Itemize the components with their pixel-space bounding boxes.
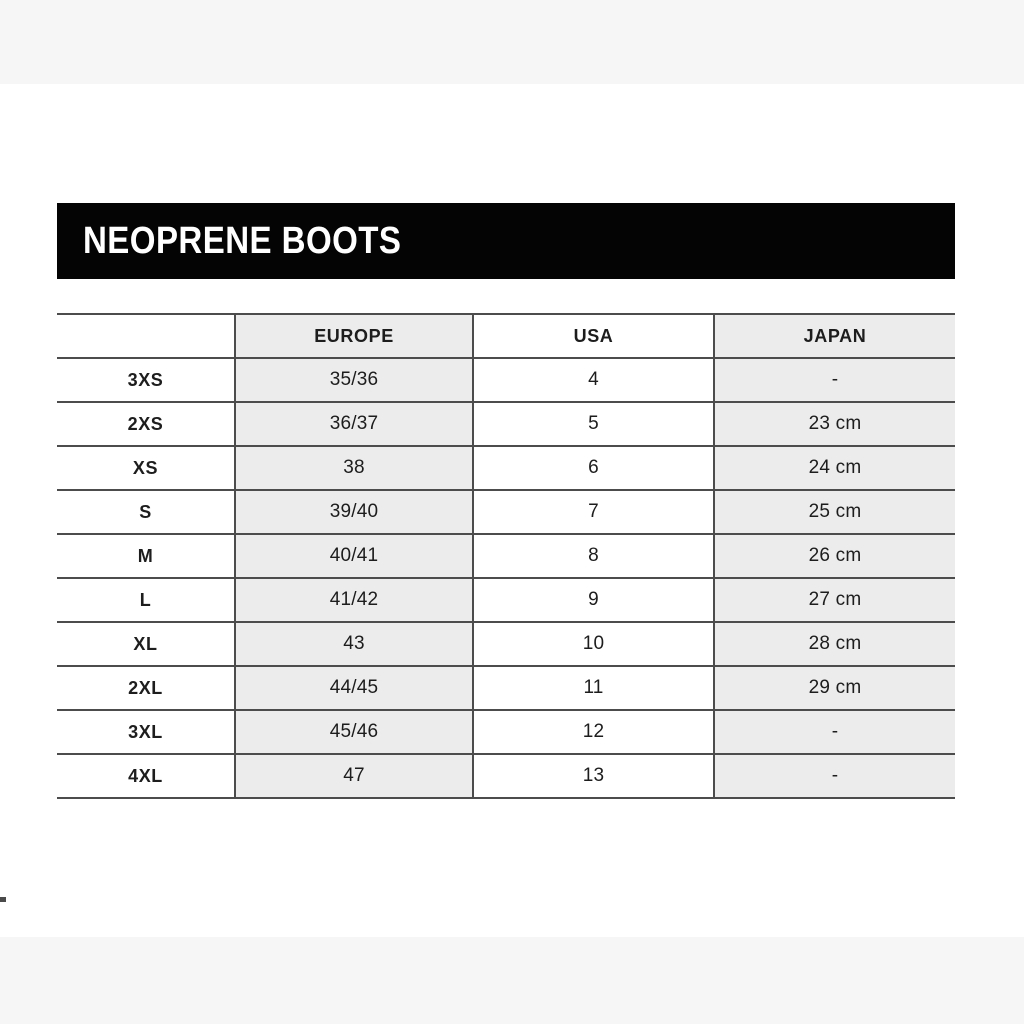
table-row: XL 43 10 28 cm	[57, 621, 955, 666]
japan-value: -	[713, 357, 955, 402]
stray-mark	[0, 897, 6, 902]
page-title: NEOPRENE BOOTS	[83, 219, 402, 262]
japan-value: 27 cm	[713, 577, 955, 622]
table-header-row: EUROPE USA JAPAN	[57, 313, 955, 358]
japan-value: 28 cm	[713, 621, 955, 666]
size-label: L	[57, 577, 235, 622]
japan-value: -	[713, 709, 955, 754]
europe-value: 40/41	[234, 533, 473, 578]
europe-value: 44/45	[234, 665, 473, 710]
usa-value: 5	[472, 401, 714, 446]
europe-value: 43	[234, 621, 473, 666]
usa-value: 4	[472, 357, 714, 402]
usa-value: 7	[472, 489, 714, 534]
japan-value: -	[713, 753, 955, 799]
europe-value: 39/40	[234, 489, 473, 534]
usa-value: 8	[472, 533, 714, 578]
europe-value: 36/37	[234, 401, 473, 446]
size-label: M	[57, 533, 235, 578]
usa-value: 12	[472, 709, 714, 754]
usa-value: 13	[472, 753, 714, 799]
table-row: 3XL 45/46 12 -	[57, 709, 955, 754]
header-cell-size	[57, 313, 235, 358]
size-label: 2XS	[57, 401, 235, 446]
usa-value: 10	[472, 621, 714, 666]
header-cell-europe: EUROPE	[234, 313, 473, 358]
size-label: S	[57, 489, 235, 534]
usa-value: 9	[472, 577, 714, 622]
table-row: 4XL 47 13 -	[57, 753, 955, 799]
size-label: 3XL	[57, 709, 235, 754]
size-chart-table: EUROPE USA JAPAN 3XS 35/36 4 - 2XS 36/37…	[57, 313, 955, 799]
size-label: 2XL	[57, 665, 235, 710]
title-bar: NEOPRENE BOOTS	[57, 203, 955, 279]
japan-value: 24 cm	[713, 445, 955, 490]
table-row: S 39/40 7 25 cm	[57, 489, 955, 534]
usa-value: 6	[472, 445, 714, 490]
europe-value: 35/36	[234, 357, 473, 402]
size-label: XL	[57, 621, 235, 666]
table-row: XS 38 6 24 cm	[57, 445, 955, 490]
europe-value: 47	[234, 753, 473, 799]
table-row: 2XS 36/37 5 23 cm	[57, 401, 955, 446]
japan-value: 29 cm	[713, 665, 955, 710]
japan-value: 26 cm	[713, 533, 955, 578]
japan-value: 23 cm	[713, 401, 955, 446]
europe-value: 38	[234, 445, 473, 490]
usa-value: 11	[472, 665, 714, 710]
table-row: 3XS 35/36 4 -	[57, 357, 955, 402]
header-cell-usa: USA	[472, 313, 714, 358]
content-area: NEOPRENE BOOTS EUROPE USA JAPAN 3XS 35/3…	[0, 84, 1024, 937]
europe-value: 45/46	[234, 709, 473, 754]
japan-value: 25 cm	[713, 489, 955, 534]
size-label: 3XS	[57, 357, 235, 402]
table-row: M 40/41 8 26 cm	[57, 533, 955, 578]
table-row: 2XL 44/45 11 29 cm	[57, 665, 955, 710]
header-cell-japan: JAPAN	[713, 313, 955, 358]
size-label: XS	[57, 445, 235, 490]
table-row: L 41/42 9 27 cm	[57, 577, 955, 622]
size-label: 4XL	[57, 753, 235, 799]
europe-value: 41/42	[234, 577, 473, 622]
